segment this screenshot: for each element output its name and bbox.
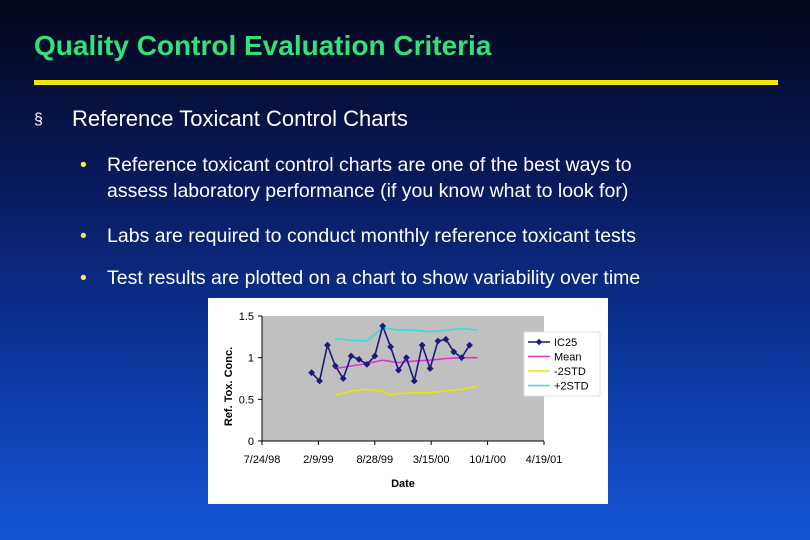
chart-svg: 0 0.5 1 1.5 7/24/98 2/9/99 8/28/99 3/15/00 10/1/… <box>223 311 601 490</box>
title-underline <box>34 80 778 85</box>
data-point <box>331 362 339 370</box>
legend-label: IC25 <box>554 337 577 349</box>
data-point <box>339 375 347 382</box>
x-tick-label: 7/24/98 <box>244 454 281 466</box>
series-line-2std <box>335 385 478 397</box>
data-point <box>458 354 466 362</box>
data-point <box>387 343 394 351</box>
section-bullet-icon: § <box>34 111 43 128</box>
sub-bullet-text: Test results are plotted on a chart to s… <box>107 267 641 289</box>
plot-area <box>262 316 544 441</box>
data-point <box>434 337 442 345</box>
sub-bullet-text-line1: Reference toxicant control charts are on… <box>107 154 632 176</box>
x-tick-label: 10/1/00 <box>469 454 506 466</box>
legend-label: -2STD <box>554 366 586 378</box>
bullet-dot-icon: • <box>80 154 87 176</box>
sub-bullet-text-line2: assess laboratory performance (if you kn… <box>107 180 629 202</box>
sub-bullet-text: Labs are required to conduct monthly ref… <box>107 225 636 247</box>
data-point <box>418 341 426 349</box>
x-tick-label: 4/19/01 <box>526 454 563 466</box>
data-point <box>426 365 434 372</box>
slide-title: Quality Control Evaluation Criteria <box>34 30 492 61</box>
data-point <box>363 360 371 368</box>
data-point <box>355 355 363 363</box>
bullet-dot-icon: • <box>80 225 87 247</box>
data-point <box>450 348 458 356</box>
bullet-reference-toxicant: § Reference Toxicant Control Charts <box>34 106 408 132</box>
y-tick-label: 0 <box>248 436 254 448</box>
series-line-mean <box>335 356 478 370</box>
y-tick-label: 1 <box>248 353 254 365</box>
x-axis-title: Date <box>391 478 415 490</box>
data-point <box>402 354 410 362</box>
y-tick-label: 1.5 <box>239 311 254 323</box>
legend-label: +2STD <box>554 381 589 393</box>
data-point <box>324 341 331 349</box>
data-point <box>466 341 473 349</box>
y-axis-title: Ref. Tox. Conc. <box>223 347 235 426</box>
bullet-dot-icon: • <box>80 267 87 289</box>
bullet-text: Reference Toxicant Control Charts <box>72 106 408 131</box>
data-point <box>379 322 387 330</box>
legend-marker <box>535 338 543 346</box>
x-tick-label: 8/28/99 <box>356 454 393 466</box>
y-tick-label: 0.5 <box>239 394 254 406</box>
control-chart: 0 0.5 1 1.5 7/24/98 2/9/99 8/28/99 3/15/00 10/1/… <box>208 298 608 504</box>
data-point <box>410 377 418 385</box>
x-tick-label: 2/9/99 <box>303 454 334 466</box>
series-line-2std <box>335 326 478 342</box>
data-point <box>308 369 316 377</box>
x-tick-label: 3/15/00 <box>413 454 450 466</box>
data-point <box>442 335 450 343</box>
data-point <box>395 366 402 374</box>
legend-label: Mean <box>554 352 582 364</box>
